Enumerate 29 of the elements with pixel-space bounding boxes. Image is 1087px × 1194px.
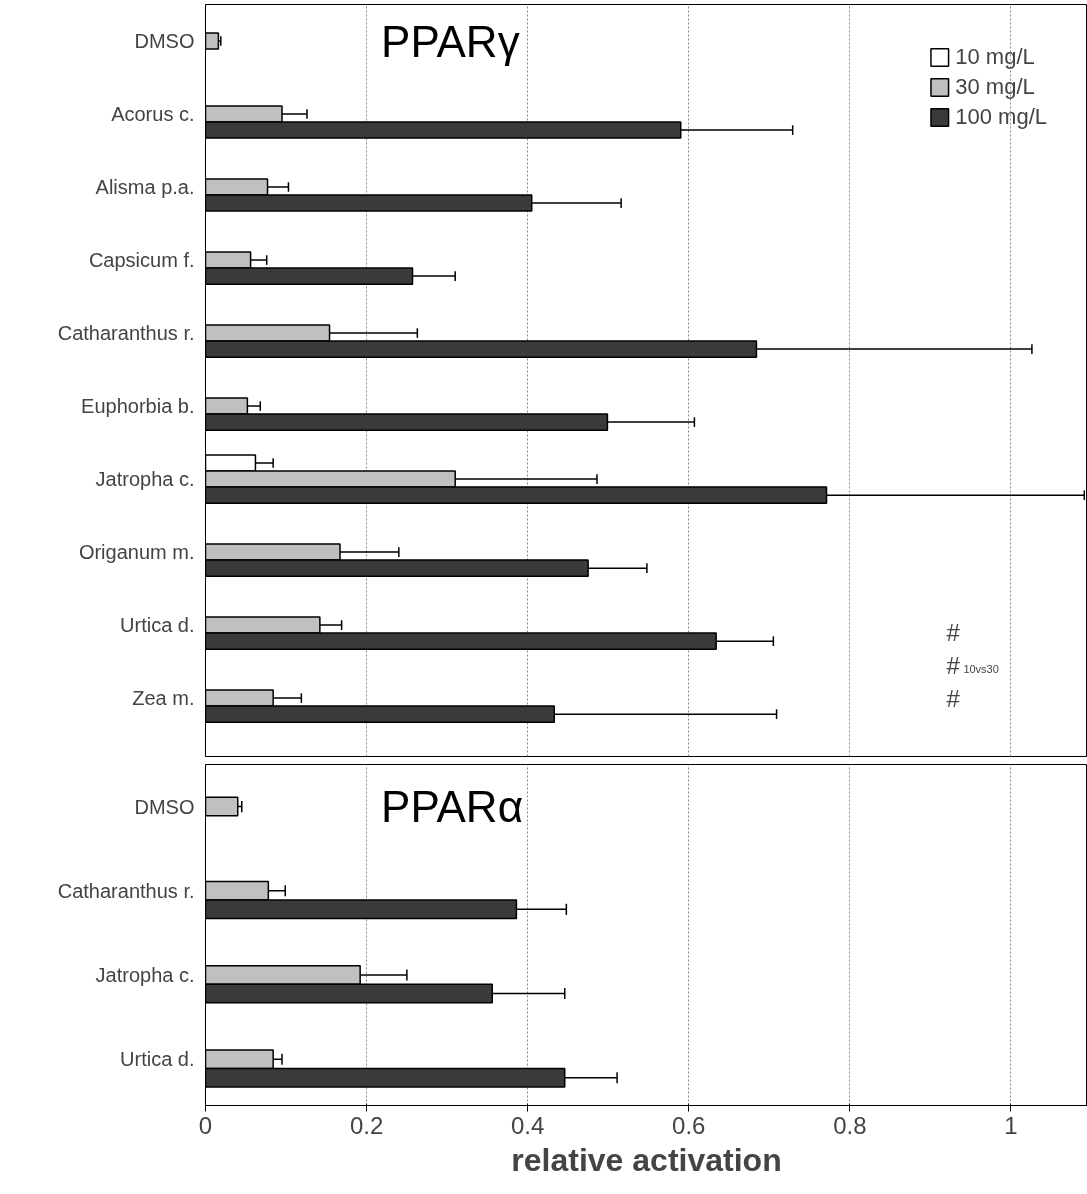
legend-label: 30 mg/L <box>955 74 1035 100</box>
y-tick-label: DMSO <box>134 795 195 818</box>
chart-title: PPARα <box>381 782 524 832</box>
y-tick-label: Acorus c. <box>111 103 195 126</box>
y-tick-label: Catharanthus r. <box>57 322 195 345</box>
annotation: # <box>946 684 961 712</box>
x-tick-label: 1 <box>1004 1111 1018 1139</box>
annotation: # <box>946 618 961 646</box>
annotation: #10vs30 <box>946 651 999 679</box>
y-tick-label: DMSO <box>134 30 195 52</box>
y-tick-label: Jatropha c. <box>95 468 195 491</box>
x-tick-label: 0.4 <box>511 1111 545 1139</box>
y-tick-label: Origanum m. <box>78 541 195 564</box>
y-tick-label: Capsicum f. <box>88 249 195 272</box>
x-tick-label: 0.2 <box>349 1111 384 1139</box>
y-tick-label: Euphorbia b. <box>81 395 195 418</box>
y-tick-label: Catharanthus r. <box>57 879 195 902</box>
y-tick-label: Zea m. <box>132 687 195 710</box>
x-tick-label: 0.8 <box>833 1111 867 1139</box>
chart-title: PPARγ <box>381 16 520 66</box>
y-tick-label: Urtica d. <box>120 614 195 637</box>
y-tick-label: Jatropha c. <box>95 963 195 986</box>
legend-label: 100 mg/L <box>955 104 1047 130</box>
y-tick-label: Alisma p.a. <box>95 176 195 199</box>
y-tick-label: Urtica d. <box>120 1048 195 1071</box>
x-tick-label: 0.6 <box>672 1111 706 1139</box>
legend-label: 10 mg/L <box>955 44 1035 70</box>
x-axis-title: relative activation <box>511 1141 782 1178</box>
x-tick-label: 0 <box>198 1111 213 1139</box>
